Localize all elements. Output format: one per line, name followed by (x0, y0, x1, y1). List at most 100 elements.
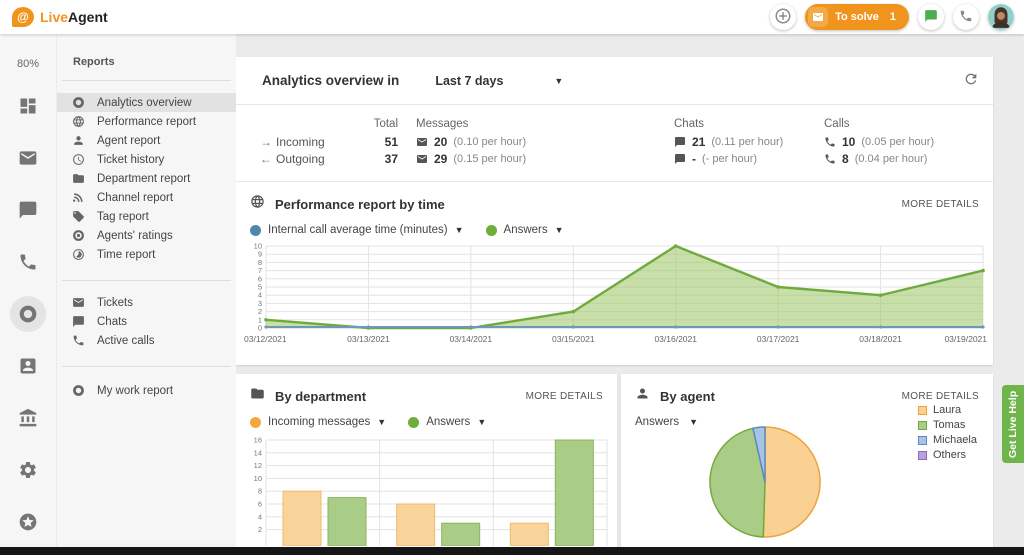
svg-text:4: 4 (258, 512, 262, 521)
svg-text:03/14/2021: 03/14/2021 (450, 334, 493, 344)
sidebar-item-label: Chats (97, 315, 128, 328)
to-solve-button[interactable]: To solve 1 (805, 4, 909, 30)
to-solve-count: 1 (889, 11, 896, 23)
legend-select-incoming-messages[interactable]: Incoming messages ▼ (250, 416, 386, 428)
rail-phone-icon[interactable] (10, 244, 46, 280)
by-agent-card: By agent MORE DETAILS Answers ▼ Laura Tom… (621, 374, 993, 547)
svg-text:03/18/2021: 03/18/2021 (859, 334, 902, 344)
calls-button[interactable] (953, 4, 979, 30)
sidebar-item-active-calls[interactable]: Active calls (57, 331, 236, 350)
by-department-card: By department MORE DETAILS Incoming mess… (236, 374, 617, 547)
footer-strip (0, 547, 1024, 555)
sidebar-item-tag-report[interactable]: Tag report (57, 207, 236, 226)
total-value: 37 (384, 152, 398, 166)
legend-dot-icon (250, 416, 261, 428)
performance-more-details-button[interactable]: MORE DETAILS (901, 198, 979, 210)
sidebar-item-label: Agents' ratings (97, 229, 173, 242)
messages-rate: (0.10 per hour) (453, 136, 527, 148)
sidebar-item-agent-report[interactable]: Agent report (57, 131, 236, 150)
phone-icon (824, 153, 836, 165)
rss-icon (71, 191, 85, 204)
sidebar-item-label: My work report (97, 384, 174, 397)
refresh-button[interactable] (963, 71, 979, 90)
sidebar-item-time-report[interactable]: Time report (57, 245, 236, 264)
globe-icon (71, 115, 85, 128)
rail-chat-icon[interactable] (10, 192, 46, 228)
pie-legend-item-laura: Laura (917, 404, 977, 416)
agent-more-details-button[interactable]: MORE DETAILS (901, 390, 979, 402)
calls-value: 8 (842, 152, 849, 166)
svg-text:16: 16 (254, 436, 262, 445)
legend-select-answers[interactable]: Answers ▼ (485, 224, 564, 236)
avatar-image (988, 4, 1014, 30)
sidebar-item-ticket-history[interactable]: Ticket history (57, 150, 236, 169)
date-range-select[interactable]: Last 7 days ▼ (435, 74, 563, 88)
chevron-down-icon: ▼ (377, 417, 387, 427)
main-content: Analytics overview in Last 7 days ▼ Tota… (236, 34, 993, 547)
rail-star-circle-icon[interactable] (10, 504, 46, 540)
col-header-messages: Messages (416, 118, 469, 130)
department-title: By department (275, 388, 367, 404)
rail-donut-icon[interactable] (10, 296, 46, 332)
chats-cell: 21 (0.11 per hour) (656, 135, 806, 149)
svg-text:03/16/2021: 03/16/2021 (654, 334, 697, 344)
legend-swatch-icon (917, 450, 927, 460)
chats-button[interactable] (918, 4, 944, 30)
legend-select-internal-call-average-time-minutes-[interactable]: Internal call average time (minutes) ▼ (250, 224, 464, 236)
sidebar-item-agents-ratings[interactable]: Agents' ratings (57, 226, 236, 245)
calls-rate: (0.04 per hour) (854, 153, 928, 165)
chat-icon (674, 136, 686, 148)
svg-text:4: 4 (258, 291, 262, 300)
svg-text:10: 10 (254, 242, 262, 251)
department-more-details-button[interactable]: MORE DETAILS (525, 390, 603, 402)
rail-dashboard-icon[interactable] (10, 88, 46, 124)
sidebar-item-my-work-report[interactable]: My work report (57, 381, 236, 400)
rail-bank-icon[interactable] (10, 400, 46, 436)
legend-label: Answers (503, 224, 548, 236)
sidebar-item-analytics-overview[interactable]: Analytics overview (57, 93, 236, 112)
to-solve-label: To solve (835, 11, 879, 23)
svg-text:14: 14 (254, 448, 262, 457)
legend-swatch-icon (917, 420, 927, 430)
legend-select-answers[interactable]: Answers ▼ (408, 416, 486, 428)
svg-text:8: 8 (258, 487, 262, 496)
person-icon (71, 134, 85, 147)
svg-text:3: 3 (258, 299, 262, 308)
liveagent-logo[interactable]: @ LiveAgent (12, 7, 108, 27)
col-header-chats: Chats (674, 118, 705, 130)
rail-gear-icon[interactable] (10, 452, 46, 488)
sidebar-item-chats[interactable]: Chats (57, 312, 236, 331)
sidebar-item-label: Active calls (97, 334, 155, 347)
performance-section: Performance report by time MORE DETAILS … (236, 182, 993, 355)
calls-value: 10 (842, 135, 856, 149)
calls-rate: (0.05 per hour) (861, 136, 935, 148)
chats-cell: - (- per hour) (656, 152, 806, 166)
sidebar-item-channel-report[interactable]: Channel report (57, 188, 236, 207)
page-title: Analytics overview in (262, 73, 400, 88)
agent-metric-select[interactable]: Answers ▼ (621, 406, 993, 428)
rail-contacts-icon[interactable] (10, 348, 46, 384)
avatar[interactable] (988, 4, 1014, 30)
sidebar-item-department-report[interactable]: Department report (57, 169, 236, 188)
sidebar-item-label: Channel report (97, 191, 174, 204)
sidebar-item-tickets[interactable]: Tickets (57, 293, 236, 312)
stats-row-incoming: → Incoming 51 20 (0.10 per hour) 21 (0.11 per … (260, 133, 981, 150)
pie-legend-label: Tomas (932, 419, 966, 431)
chevron-down-icon: ▼ (454, 225, 464, 235)
sidebar-item-performance-report[interactable]: Performance report (57, 112, 236, 131)
envelope-icon (416, 153, 428, 165)
get-live-help-button[interactable]: Get Live Help (1002, 385, 1024, 463)
svg-text:9: 9 (258, 250, 262, 259)
messages-value: 20 (434, 135, 448, 149)
logo-bubble-icon: @ (12, 7, 34, 27)
total-value: 51 (384, 135, 398, 149)
add-new-button[interactable] (770, 4, 797, 30)
person-icon (635, 386, 650, 406)
svg-text:12: 12 (254, 461, 262, 470)
svg-text:6: 6 (258, 274, 262, 283)
stats-row-outgoing: ← Outgoing 37 29 (0.15 per hour) - (- per hour… (260, 150, 981, 167)
date-range-value: Last 7 days (435, 73, 504, 88)
rail-envelope-icon[interactable] (10, 140, 46, 176)
chat-icon (924, 9, 938, 26)
icon-rail: 80% (0, 34, 56, 547)
